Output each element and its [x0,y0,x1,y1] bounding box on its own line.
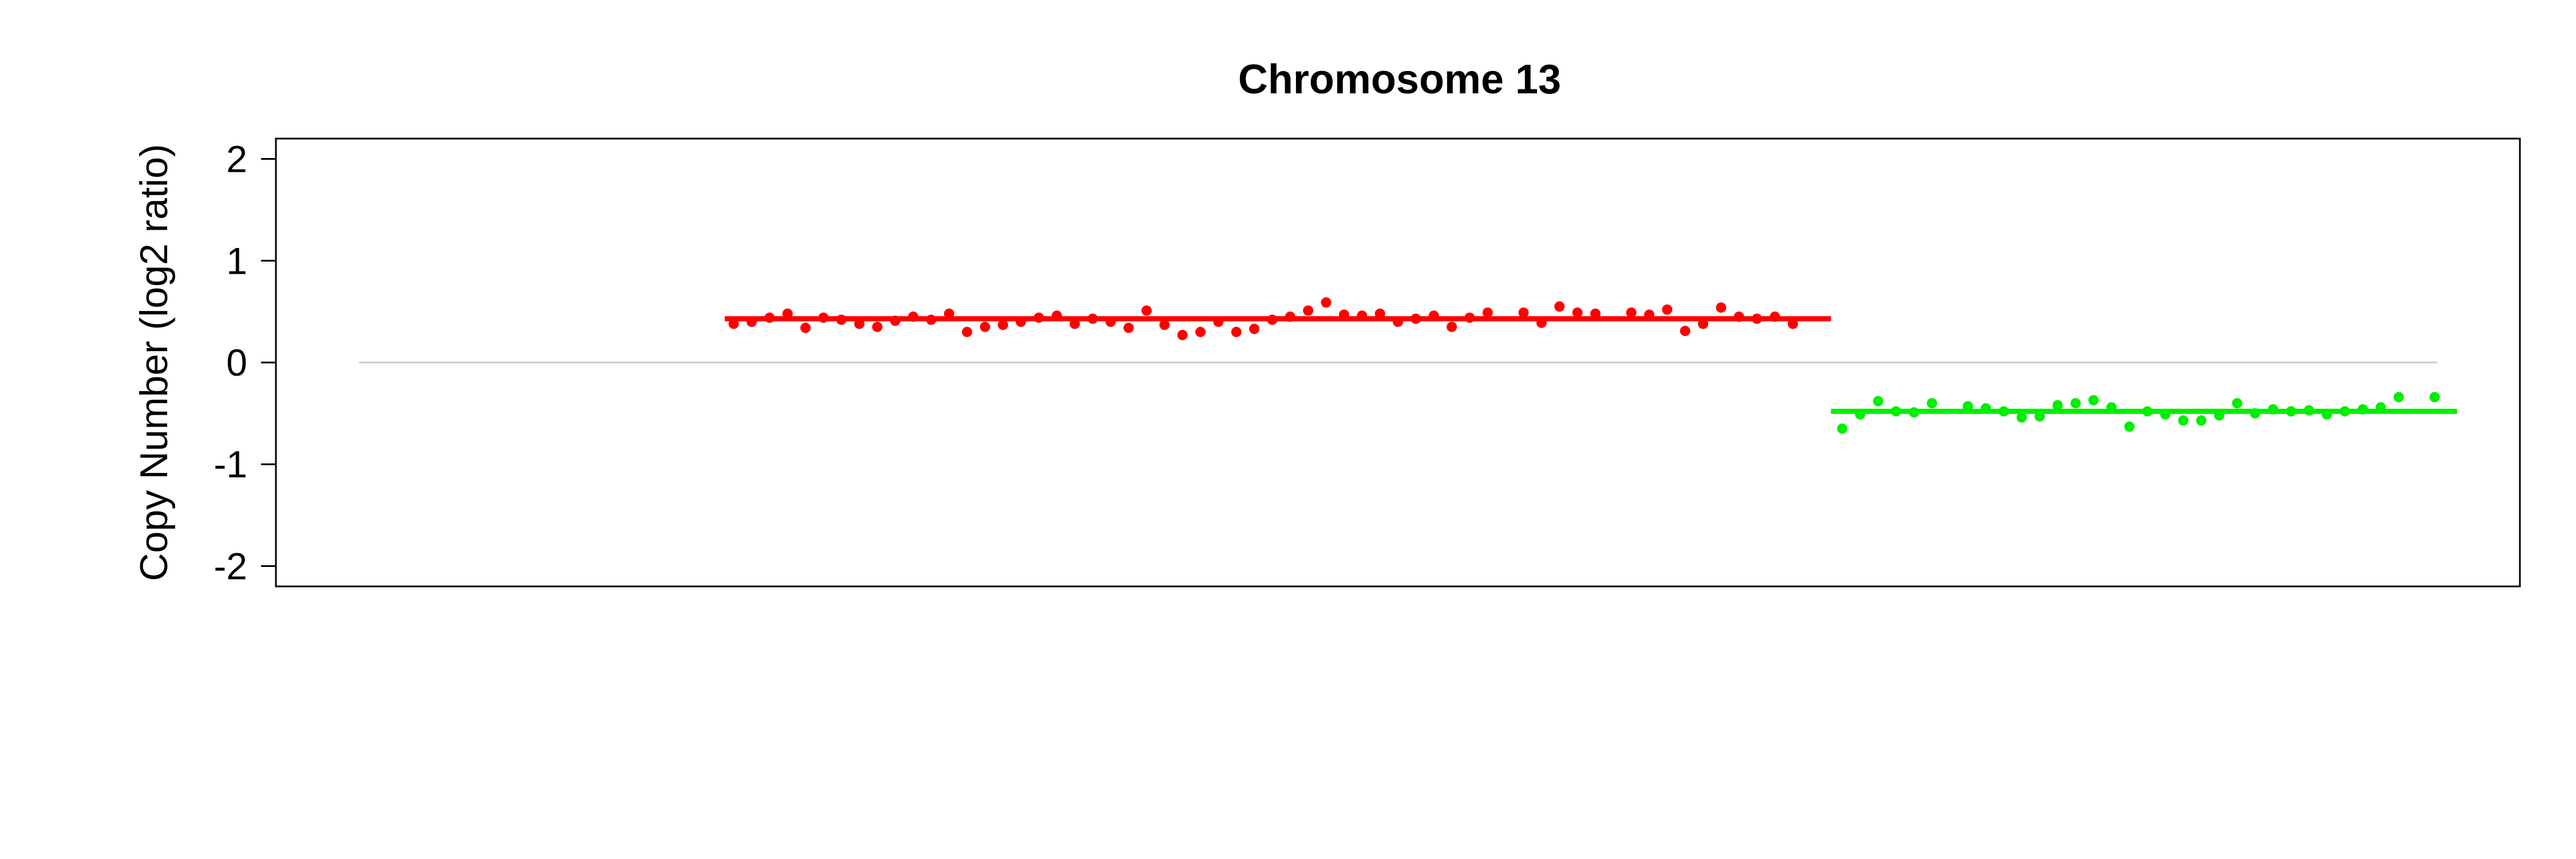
data-point [1159,320,1170,330]
y-tick-label: -1 [214,443,247,486]
data-point [1195,326,1206,337]
data-point [1662,304,1673,315]
y-tick-label: -2 [214,545,247,587]
y-tick-label: 0 [226,341,247,384]
data-point [2232,398,2243,409]
data-point [2178,415,2188,426]
data-point [1518,307,1529,318]
data-point [1716,302,1726,313]
data-point [998,320,1009,330]
data-point [872,321,883,332]
data-point [2393,392,2404,403]
data-point [1926,398,1937,409]
data-point [1872,396,1883,407]
data-point [2088,395,2099,405]
data-point [1141,305,1152,316]
data-point [2196,415,2207,426]
data-point [2429,392,2440,403]
data-point [2124,421,2135,432]
series-2 [1831,392,2458,434]
data-point [979,321,990,332]
data-point [1321,297,1332,308]
y-tick-label: 1 [226,239,247,282]
data-point [1123,322,1134,333]
data-point [2052,400,2063,411]
data-point [1249,324,1260,334]
data-point [962,326,973,337]
y-tick-label: 2 [226,138,247,180]
data-point [1680,325,1690,336]
data-point [1626,307,1637,318]
data-point [1177,330,1188,341]
y-axis-label: Copy Number (log2 ratio) [132,144,176,581]
data-point [1231,326,1242,337]
data-point [2070,398,2081,409]
data-point [2016,412,2027,423]
data-point [1572,307,1583,318]
data-point [1447,321,1457,332]
data-point [1554,301,1565,312]
data-point [800,322,811,333]
series-layer [725,297,2458,434]
chart-title: Chromosome 13 [1238,57,1561,103]
series-1 [725,297,1831,341]
data-point [1303,305,1314,316]
y-axis: -2 -1 0 1 2 [214,138,277,587]
data-point [1482,307,1493,318]
data-point [1837,423,1848,434]
